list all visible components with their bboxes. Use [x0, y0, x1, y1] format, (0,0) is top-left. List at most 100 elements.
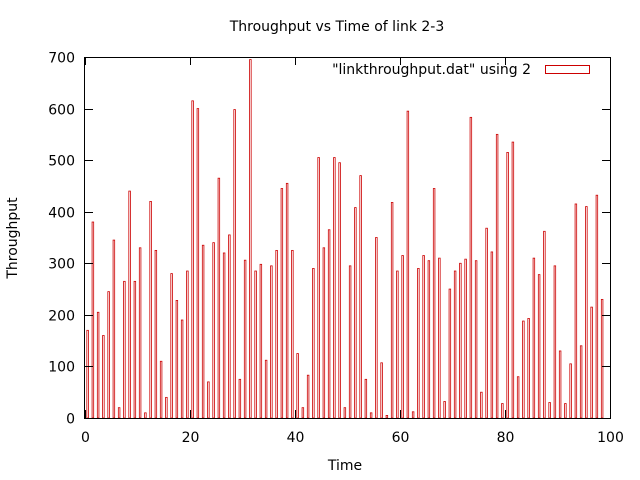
y-tick-label: 300: [48, 257, 75, 273]
bar: [490, 251, 494, 419]
bar: [270, 265, 273, 419]
bar: [516, 376, 520, 419]
bar: [107, 291, 110, 419]
bar: [86, 329, 89, 419]
bar: [296, 353, 299, 419]
bar: [306, 374, 310, 419]
bar: [149, 200, 152, 419]
bar: [558, 350, 562, 419]
bar: [259, 263, 263, 419]
bar: [364, 378, 368, 419]
bar: [469, 116, 473, 419]
bar: [133, 280, 137, 419]
bar: [285, 182, 289, 419]
y-tick-label: 200: [48, 309, 75, 325]
bar: [569, 363, 572, 419]
legend: "linkthroughput.dat" using 2: [332, 62, 590, 78]
bar: [396, 270, 399, 419]
bar: [343, 407, 347, 419]
bar: [427, 260, 431, 419]
bar: [191, 100, 194, 419]
bar: [170, 273, 173, 419]
bar: [579, 345, 583, 419]
y-tick-label: 500: [48, 154, 75, 170]
bar: [417, 268, 420, 419]
bar: [180, 319, 184, 419]
y-axis-label: Throughput: [5, 197, 21, 280]
bar: [254, 270, 257, 419]
bar: [207, 381, 210, 419]
bar: [102, 335, 105, 419]
legend-swatch: [545, 65, 590, 74]
bar: [91, 221, 95, 419]
bar: [401, 255, 404, 419]
bar: [175, 300, 179, 419]
bar: [406, 110, 410, 419]
bar: [480, 391, 483, 419]
bar: [495, 133, 499, 419]
bar: [527, 318, 530, 419]
bar: [464, 258, 467, 419]
bar: [123, 280, 126, 419]
bar: [369, 412, 373, 419]
y-tick-label: 400: [48, 206, 75, 222]
bar: [485, 227, 488, 419]
bar: [275, 249, 278, 419]
bar: [264, 359, 268, 419]
x-tick-label: 40: [287, 430, 305, 446]
bar: [590, 306, 593, 419]
x-axis-label: Time: [327, 458, 362, 474]
bar: [448, 288, 452, 419]
bar: [443, 401, 446, 419]
y-tick-label: 0: [66, 412, 75, 428]
bar: [338, 162, 341, 419]
bar: [186, 270, 189, 419]
chart-title: Throughput vs Time of link 2-3: [229, 19, 445, 35]
bar: [453, 270, 457, 419]
bar: [390, 202, 394, 419]
legend-label: "linkthroughput.dat" using 2: [332, 62, 531, 78]
bar: [543, 230, 546, 419]
bar: [354, 207, 357, 419]
y-tick-label: 100: [48, 360, 75, 376]
bar: [201, 244, 205, 419]
bar: [506, 152, 509, 419]
bar: [280, 188, 284, 419]
bar: [474, 260, 478, 419]
bar: [553, 265, 557, 419]
bar: [411, 411, 415, 419]
bar: [196, 108, 200, 419]
bar: [301, 407, 305, 419]
bar: [228, 234, 231, 419]
x-tick-label: 0: [81, 430, 90, 446]
bar: [144, 412, 147, 419]
bar: [212, 242, 215, 419]
bar: [537, 274, 541, 419]
bar: [459, 262, 462, 419]
bar: [600, 298, 604, 419]
bar: [585, 206, 588, 419]
bar: [522, 320, 525, 419]
bar: [375, 237, 378, 419]
bars-layer: [86, 59, 604, 419]
bar: [548, 402, 551, 419]
bar: [312, 268, 315, 419]
bar: [165, 396, 168, 419]
bar: [333, 157, 336, 419]
bar: [532, 257, 536, 419]
bar: [322, 247, 326, 419]
bar: [574, 203, 578, 419]
plot-frame: [84, 57, 611, 419]
bar: [595, 194, 599, 419]
bar: [249, 59, 252, 419]
y-tick-label: 600: [48, 103, 75, 119]
x-tick-label: 100: [597, 430, 624, 446]
bar: [243, 259, 247, 419]
bar: [96, 311, 100, 419]
bar: [154, 249, 158, 419]
x-ticks-layer: 0 20 40 60 80 100: [81, 57, 624, 446]
bar: [348, 265, 352, 419]
bar: [112, 239, 116, 419]
bar: [432, 188, 436, 419]
